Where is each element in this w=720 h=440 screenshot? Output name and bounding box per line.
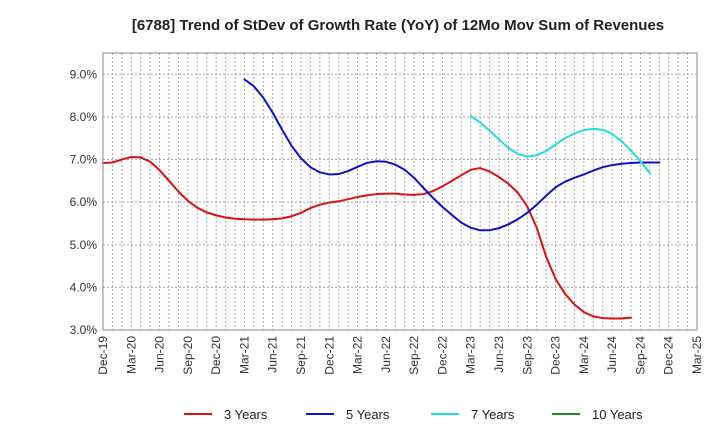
x-tick-label: Dec-22 (435, 336, 449, 375)
y-tick-label: 3.0% (70, 323, 98, 337)
x-tick-label: Mar-23 (464, 336, 478, 374)
x-tick-label: Jun-23 (492, 336, 506, 373)
y-tick-label: 9.0% (70, 67, 98, 81)
x-tick-label: Jun-22 (379, 336, 393, 373)
legend-label-3-years: 3 Years (224, 407, 268, 422)
y-axis-ticks: 3.0% 4.0% 5.0% 6.0% 7.0% 8.0% 9.0% (70, 67, 98, 337)
x-tick-label: Dec-19 (96, 336, 110, 375)
x-tick-label: Mar-25 (690, 336, 704, 374)
x-tick-label: Mar-21 (237, 336, 251, 374)
x-tick-label: Dec-23 (549, 336, 563, 375)
y-tick-label: 7.0% (70, 153, 98, 167)
x-tick-label: Mar-24 (577, 336, 591, 374)
grid-layer (103, 53, 697, 331)
x-tick-label: Dec-24 (662, 336, 676, 375)
legend: 3 Years 5 Years 7 Years 10 Years (184, 407, 643, 422)
x-axis-ticks: Dec-19 Mar-20 Jun-20 Sep-20 Dec-20 Mar-21 Jun-… (96, 336, 704, 375)
x-tick-label: Jun-21 (266, 336, 280, 373)
y-tick-label: 6.0% (70, 195, 98, 209)
y-tick-label: 4.0% (70, 280, 98, 294)
legend-label-7-years: 7 Years (471, 407, 515, 422)
x-tick-label: Dec-21 (322, 336, 336, 375)
x-tick-label: Sep-24 (633, 336, 647, 375)
x-tick-label: Mar-22 (351, 336, 365, 374)
series-layer (102, 78, 661, 320)
series-line-3-years (102, 155, 632, 320)
x-tick-label: Sep-22 (407, 336, 421, 375)
x-tick-label: Jun-20 (153, 336, 167, 373)
x-tick-label: Jun-24 (605, 336, 619, 373)
x-tick-label: Dec-20 (209, 336, 223, 375)
chart-title: [6788] Trend of StDev of Growth Rate (Yo… (132, 17, 664, 34)
y-tick-label: 5.0% (70, 238, 98, 252)
series-line-7-years (469, 115, 651, 175)
y-tick-label: 8.0% (70, 110, 98, 124)
legend-label-10-years: 10 Years (592, 407, 643, 422)
x-tick-label: Sep-21 (294, 336, 308, 375)
plot-frame (102, 52, 698, 331)
series-line-5-years (243, 78, 661, 232)
x-tick-label: Mar-20 (124, 336, 138, 374)
legend-label-5-years: 5 Years (346, 407, 390, 422)
x-tick-label: Sep-23 (520, 336, 534, 375)
x-tick-label: Sep-20 (181, 336, 195, 375)
